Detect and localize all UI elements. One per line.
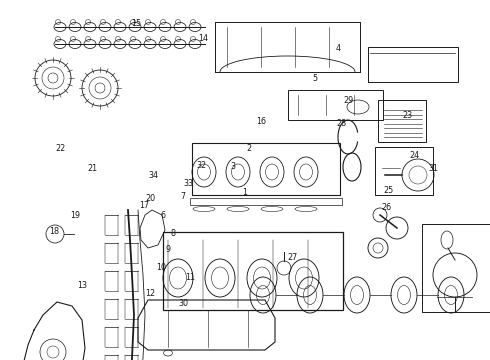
Text: 21: 21 xyxy=(87,163,97,172)
Text: 18: 18 xyxy=(49,228,59,237)
Text: 6: 6 xyxy=(161,211,166,220)
Text: 29: 29 xyxy=(343,95,353,104)
Text: 17: 17 xyxy=(139,201,149,210)
Bar xyxy=(288,90,383,120)
Text: 4: 4 xyxy=(336,44,341,53)
Text: 7: 7 xyxy=(180,192,186,201)
Text: 30: 30 xyxy=(178,298,188,307)
Text: 19: 19 xyxy=(70,211,80,220)
Text: 5: 5 xyxy=(313,73,318,82)
Text: 28: 28 xyxy=(336,118,346,127)
Text: 15: 15 xyxy=(131,18,141,27)
Text: 2: 2 xyxy=(246,144,251,153)
Text: 11: 11 xyxy=(185,274,195,283)
Text: 14: 14 xyxy=(198,33,208,42)
Text: 9: 9 xyxy=(166,246,171,255)
Text: 20: 20 xyxy=(145,194,155,202)
Text: 26: 26 xyxy=(381,202,391,212)
Text: 23: 23 xyxy=(402,111,412,120)
Bar xyxy=(378,100,426,142)
Bar xyxy=(163,232,343,310)
Text: 24: 24 xyxy=(409,150,419,159)
Bar xyxy=(422,224,490,312)
Text: 22: 22 xyxy=(55,144,65,153)
Text: 27: 27 xyxy=(288,253,298,262)
Text: 8: 8 xyxy=(171,229,175,238)
Bar xyxy=(375,147,433,195)
Text: 34: 34 xyxy=(148,171,158,180)
Text: 12: 12 xyxy=(145,288,155,297)
Text: 33: 33 xyxy=(183,179,193,188)
Bar xyxy=(368,47,458,82)
Text: 13: 13 xyxy=(77,280,87,289)
Text: 32: 32 xyxy=(196,161,206,170)
Text: 1: 1 xyxy=(243,188,247,197)
Bar xyxy=(190,198,342,205)
Text: 25: 25 xyxy=(383,185,393,194)
Text: 3: 3 xyxy=(230,162,236,171)
Bar xyxy=(192,143,340,195)
Text: 31: 31 xyxy=(428,163,438,172)
Text: 10: 10 xyxy=(156,264,166,273)
Text: 16: 16 xyxy=(256,117,266,126)
